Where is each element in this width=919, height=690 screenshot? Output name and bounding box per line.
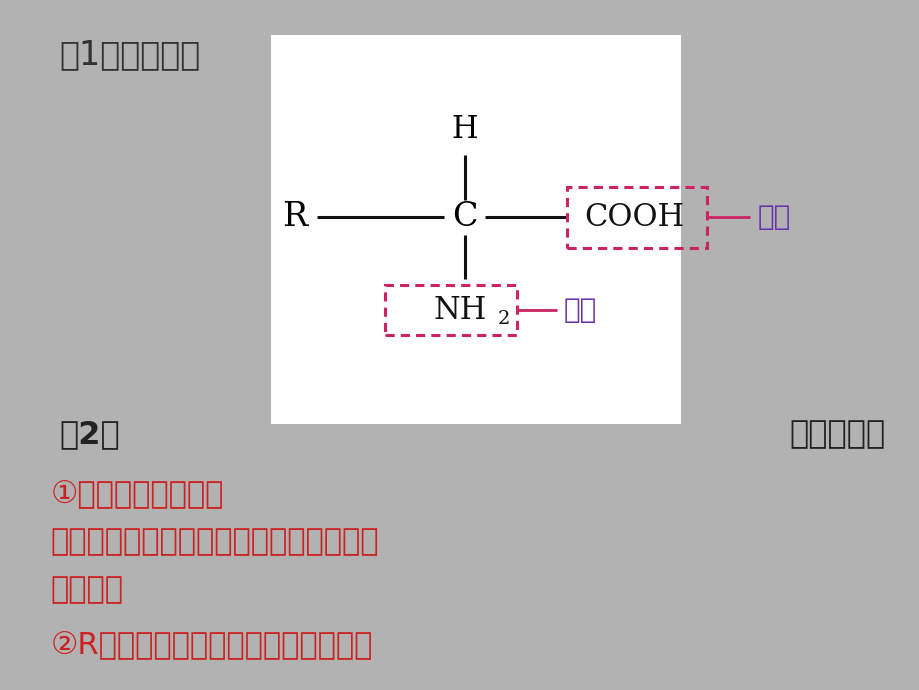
Text: 基连接在: 基连接在	[51, 575, 123, 604]
Text: COOH: COOH	[584, 202, 684, 233]
Text: ②R基的不同，决定氨基酸的不同种类: ②R基的不同，决定氨基酸的不同种类	[51, 631, 372, 660]
Text: H: H	[451, 114, 477, 145]
Text: 结构特点：: 结构特点：	[789, 420, 885, 450]
Text: ①每种氨基酸分子中: ①每种氨基酸分子中	[51, 479, 223, 508]
Text: NH: NH	[433, 295, 486, 326]
Text: 氨基: 氨基	[563, 297, 596, 324]
Text: 和一个羧基，并且都有一个氨基和一个羧: 和一个羧基，并且都有一个氨基和一个羧	[51, 527, 379, 556]
Text: （1）结构通式: （1）结构通式	[60, 38, 201, 71]
Text: R: R	[281, 201, 307, 233]
Text: （2）: （2）	[60, 420, 120, 450]
Text: 羧基: 羧基	[756, 204, 789, 231]
Text: C: C	[451, 201, 477, 233]
Text: 2: 2	[497, 310, 510, 328]
Bar	[271, 34, 680, 424]
